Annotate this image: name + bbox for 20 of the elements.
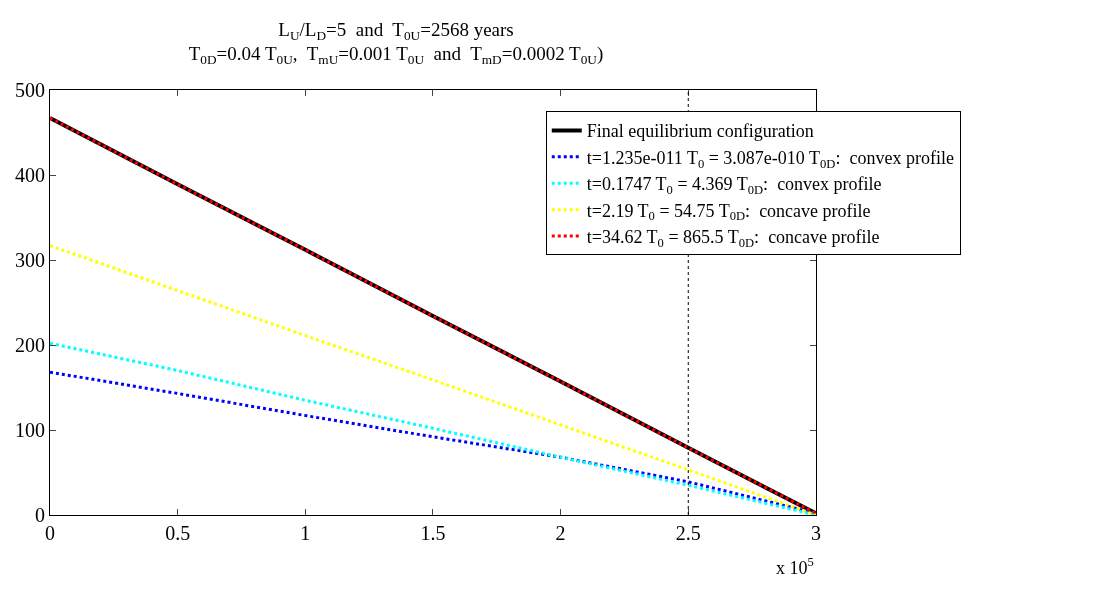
x-tick-label: 1 [300, 522, 311, 544]
legend-label: t=2.19 T$_{0}$ = 54.75 T$_{0D}$: concave profile [586, 200, 871, 224]
legend-label: t=34.62 T$_{0}$ = 865.5 T$_{0D}$: concave profile [586, 227, 880, 250]
y-tick-label: 100 [15, 419, 45, 441]
x-tick-label: 1.5 [420, 522, 446, 544]
y-tick-label: 300 [15, 249, 45, 271]
x-tick-label: 0.5 [165, 522, 191, 544]
x-tick-label: 3 [810, 522, 821, 544]
x-tick-label: 2.5 [675, 522, 701, 544]
y-tick-label: 500 [15, 79, 45, 101]
legend-label: t=1.235e-011 T$_{0}$ = 3.087e-010 T$_{0D}$: convex profile [586, 147, 954, 171]
y-tick-label: 0 [35, 504, 45, 526]
text: x 10$^{5}$ [776, 555, 814, 578]
line-series [50, 341, 816, 515]
legend-label: Final equilibrium configuration [586, 121, 814, 142]
chart-title: L$_{U}$/L$_{D}$=5 and T$_{0U}$=2568 years T$_{0D}$=0.04 T$_{0U}$, T$_{mU}$=0.001 T$_{0U}$ and T$_{mD}$=0.0002 T$_{0U}$) [188, 18, 604, 68]
x-tick-label: 2 [555, 522, 566, 544]
y-tick-label: 200 [15, 334, 45, 356]
y-tick-label: 400 [15, 164, 45, 186]
legend-label: t=0.1747 T$_{0}$ = 4.369 T$_{0D}$: convex profile [586, 174, 882, 198]
